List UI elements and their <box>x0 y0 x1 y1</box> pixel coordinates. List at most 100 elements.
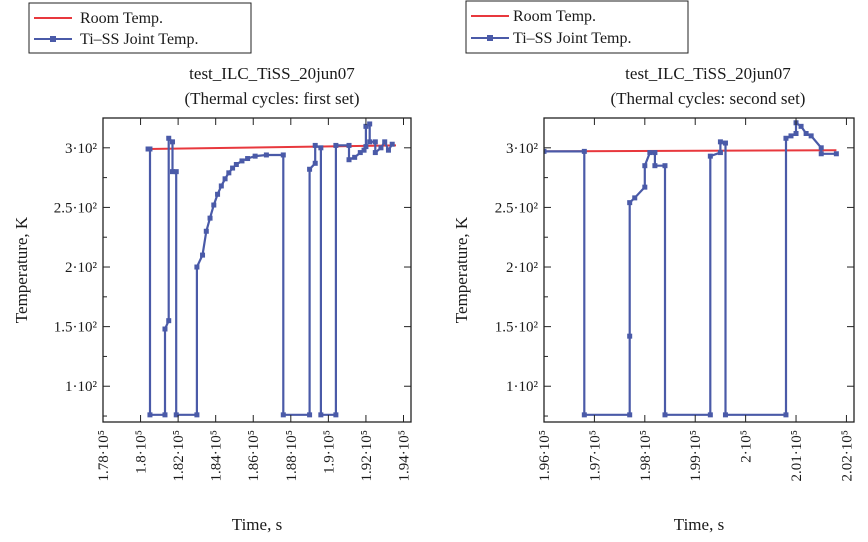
room-temp-line <box>148 144 397 150</box>
data-point <box>215 191 221 197</box>
data-point <box>147 146 153 152</box>
data-point <box>803 130 809 136</box>
legend-room-label: Room Temp. <box>80 10 163 27</box>
data-point <box>203 228 209 234</box>
data-point <box>147 412 153 418</box>
data-point <box>346 157 352 163</box>
legend-left: Room Temp. Ti–SS Joint Temp. <box>28 2 252 54</box>
data-point <box>707 153 713 159</box>
data-point <box>788 133 794 139</box>
x-tick-label: 1.99·10⁵ <box>688 430 704 481</box>
data-point <box>642 184 648 190</box>
legend-joint-marker <box>50 36 56 42</box>
x-tick-label: 1.96·10⁵ <box>537 430 553 481</box>
data-point <box>632 195 638 201</box>
x-tick-label: 1.9·10⁵ <box>321 430 337 474</box>
data-point <box>662 163 668 169</box>
data-point <box>363 144 369 150</box>
legend-room-label: Room Temp. <box>513 8 596 25</box>
data-point <box>226 170 232 176</box>
data-point <box>173 412 179 418</box>
data-point <box>722 412 728 418</box>
y-tick-label: 2.5·10² <box>495 200 539 216</box>
chart-title: test_ILC_TiSS_20jun07 <box>625 64 791 83</box>
data-point <box>280 152 286 158</box>
x-tick-label: 1.82·10⁵ <box>171 430 187 481</box>
x-tick-label: 1.84·10⁵ <box>209 430 225 481</box>
data-point <box>318 412 324 418</box>
x-tick-label: 1.94·10⁵ <box>396 430 412 481</box>
data-point <box>312 160 318 166</box>
data-point <box>166 318 172 324</box>
legend-joint-label: Ti–SS Joint Temp. <box>80 31 198 48</box>
data-point <box>372 150 378 156</box>
data-point <box>194 264 200 270</box>
series-room-temp <box>544 149 837 153</box>
data-point <box>662 412 668 418</box>
data-point <box>717 139 723 145</box>
data-point <box>717 150 723 156</box>
data-point <box>169 169 175 175</box>
data-point <box>544 148 547 154</box>
data-point <box>652 150 658 156</box>
chart-subtitle: (Thermal cycles: second set) <box>611 89 806 108</box>
plot-frame <box>102 117 412 423</box>
data-point <box>194 412 200 418</box>
data-point <box>361 147 367 153</box>
y-axis-label: Temperature, K <box>12 216 31 323</box>
data-point <box>222 176 228 182</box>
joint-temp-line <box>148 122 394 416</box>
data-point <box>307 166 313 172</box>
x-tick-label: 1.88·10⁵ <box>284 430 300 481</box>
data-point <box>211 202 217 208</box>
data-point <box>367 139 373 145</box>
data-point <box>627 200 633 206</box>
data-point <box>581 412 587 418</box>
y-tick-label: 1.5·10² <box>54 320 98 336</box>
data-point <box>280 412 286 418</box>
data-point <box>166 135 172 141</box>
data-point <box>173 169 179 175</box>
data-point <box>239 158 245 164</box>
data-point <box>382 139 388 145</box>
data-point <box>808 133 814 139</box>
x-tick-label: 2.02·10⁵ <box>839 430 855 481</box>
x-axis-label: Time, s <box>232 515 282 534</box>
data-point <box>722 140 728 146</box>
legend-box <box>28 2 252 54</box>
data-point <box>245 156 251 162</box>
data-point <box>307 412 313 418</box>
data-point <box>162 412 168 418</box>
x-axis-label: Time, s <box>674 515 724 534</box>
data-point <box>363 123 369 129</box>
legend-joint-marker <box>487 35 493 41</box>
x-tick-label: 1.97·10⁵ <box>587 430 603 481</box>
data-point <box>357 150 363 156</box>
data-point <box>818 151 824 157</box>
x-tick-label: 1.8·10⁵ <box>134 430 150 474</box>
y-tick-label: 2.5·10² <box>54 200 98 216</box>
data-point <box>389 141 395 147</box>
data-point <box>627 333 633 339</box>
data-point <box>798 123 804 129</box>
room-temp-line <box>544 149 837 153</box>
data-point <box>218 183 224 189</box>
data-point <box>333 142 339 148</box>
chart-subtitle: (Thermal cycles: first set) <box>184 89 359 108</box>
data-point <box>783 135 789 141</box>
x-tick-label: 1.78·10⁵ <box>96 430 112 481</box>
data-point <box>793 130 799 136</box>
y-tick-label: 2·10² <box>506 260 538 276</box>
data-point <box>783 412 789 418</box>
data-point <box>346 142 352 148</box>
data-point <box>207 215 213 221</box>
data-point <box>707 412 713 418</box>
chart-panel-second-set: test_ILC_TiSS_20jun07 (Thermal cycles: se… <box>452 64 855 534</box>
data-point <box>352 154 358 160</box>
data-point <box>333 412 339 418</box>
joint-temp-line <box>544 120 837 416</box>
series-joint-temp <box>544 120 839 418</box>
x-tick-label: 2.01·10⁵ <box>789 430 805 481</box>
y-tick-label: 3·10² <box>65 141 97 157</box>
